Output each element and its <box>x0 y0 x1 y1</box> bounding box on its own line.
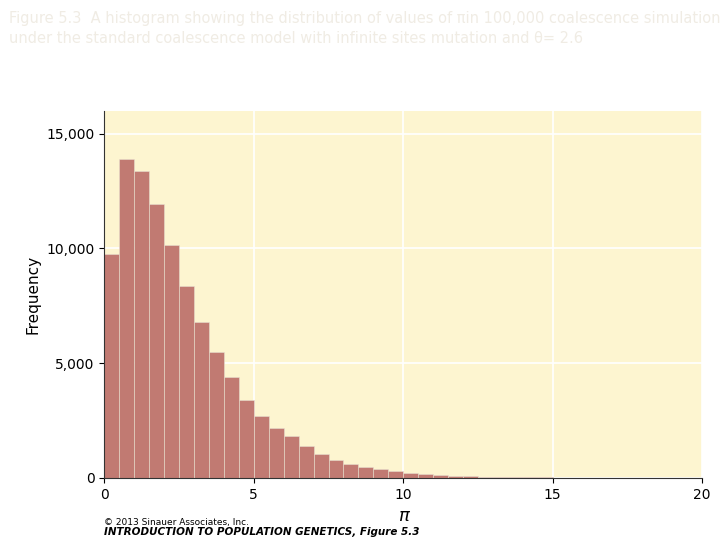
Bar <box>343 464 359 478</box>
Bar <box>149 205 164 478</box>
Bar <box>508 477 523 478</box>
Bar <box>493 477 508 478</box>
Bar <box>478 477 493 478</box>
Bar <box>239 400 254 478</box>
Bar <box>359 467 373 478</box>
Bar <box>254 416 269 478</box>
Text: Figure 5.3  A histogram showing the distribution of values of πin 100,000 coales: Figure 5.3 A histogram showing the distr… <box>9 11 720 46</box>
Bar <box>388 471 403 478</box>
X-axis label: π: π <box>397 507 409 525</box>
Bar <box>328 460 343 478</box>
Bar <box>164 246 179 478</box>
Bar <box>463 476 478 478</box>
Text: © 2013 Sinauer Associates, Inc.: © 2013 Sinauer Associates, Inc. <box>104 518 249 528</box>
Bar <box>209 352 224 478</box>
Bar <box>134 171 149 478</box>
Bar <box>269 428 284 478</box>
Text: INTRODUCTION TO POPULATION GENETICS, Figure 5.3: INTRODUCTION TO POPULATION GENETICS, Fig… <box>104 527 420 537</box>
Bar <box>448 476 463 478</box>
Bar <box>194 322 209 478</box>
Bar <box>179 286 194 478</box>
Bar <box>373 469 388 478</box>
Bar <box>299 446 314 478</box>
Y-axis label: Frequency: Frequency <box>26 255 41 334</box>
Bar <box>224 377 239 478</box>
Bar <box>104 254 120 478</box>
Bar <box>418 474 433 478</box>
Bar <box>284 436 299 478</box>
Bar <box>403 474 418 478</box>
Bar <box>314 455 328 478</box>
Bar <box>120 159 134 478</box>
Bar <box>433 475 448 478</box>
